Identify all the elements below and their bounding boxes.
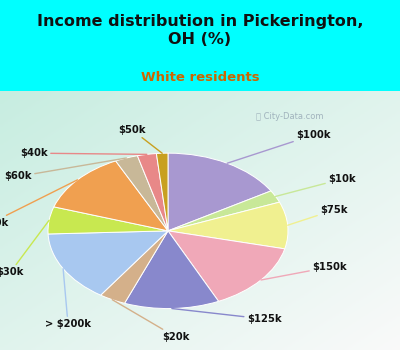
- Text: $50k: $50k: [118, 125, 162, 153]
- Text: Income distribution in Pickerington,
OH (%): Income distribution in Pickerington, OH …: [37, 14, 363, 47]
- Text: $200k: $200k: [0, 180, 78, 228]
- Text: $10k: $10k: [276, 174, 356, 196]
- Text: $125k: $125k: [172, 308, 281, 324]
- Text: $100k: $100k: [227, 130, 330, 163]
- Text: $40k: $40k: [20, 148, 147, 158]
- Wedge shape: [168, 191, 280, 231]
- Wedge shape: [138, 154, 168, 231]
- Wedge shape: [48, 231, 168, 295]
- Wedge shape: [54, 161, 168, 231]
- Text: > $200k: > $200k: [45, 268, 91, 329]
- Wedge shape: [48, 207, 168, 234]
- Text: $75k: $75k: [288, 205, 348, 225]
- Text: $30k: $30k: [0, 220, 49, 277]
- Text: $60k: $60k: [4, 158, 126, 181]
- Text: $20k: $20k: [112, 300, 190, 342]
- Wedge shape: [156, 153, 168, 231]
- Wedge shape: [168, 231, 285, 301]
- Wedge shape: [168, 153, 271, 231]
- Wedge shape: [168, 202, 288, 249]
- Wedge shape: [101, 231, 168, 303]
- Wedge shape: [124, 231, 218, 309]
- Text: $150k: $150k: [261, 262, 347, 280]
- Wedge shape: [116, 156, 168, 231]
- Text: ⓘ City-Data.com: ⓘ City-Data.com: [256, 112, 324, 121]
- Text: White residents: White residents: [141, 71, 259, 84]
